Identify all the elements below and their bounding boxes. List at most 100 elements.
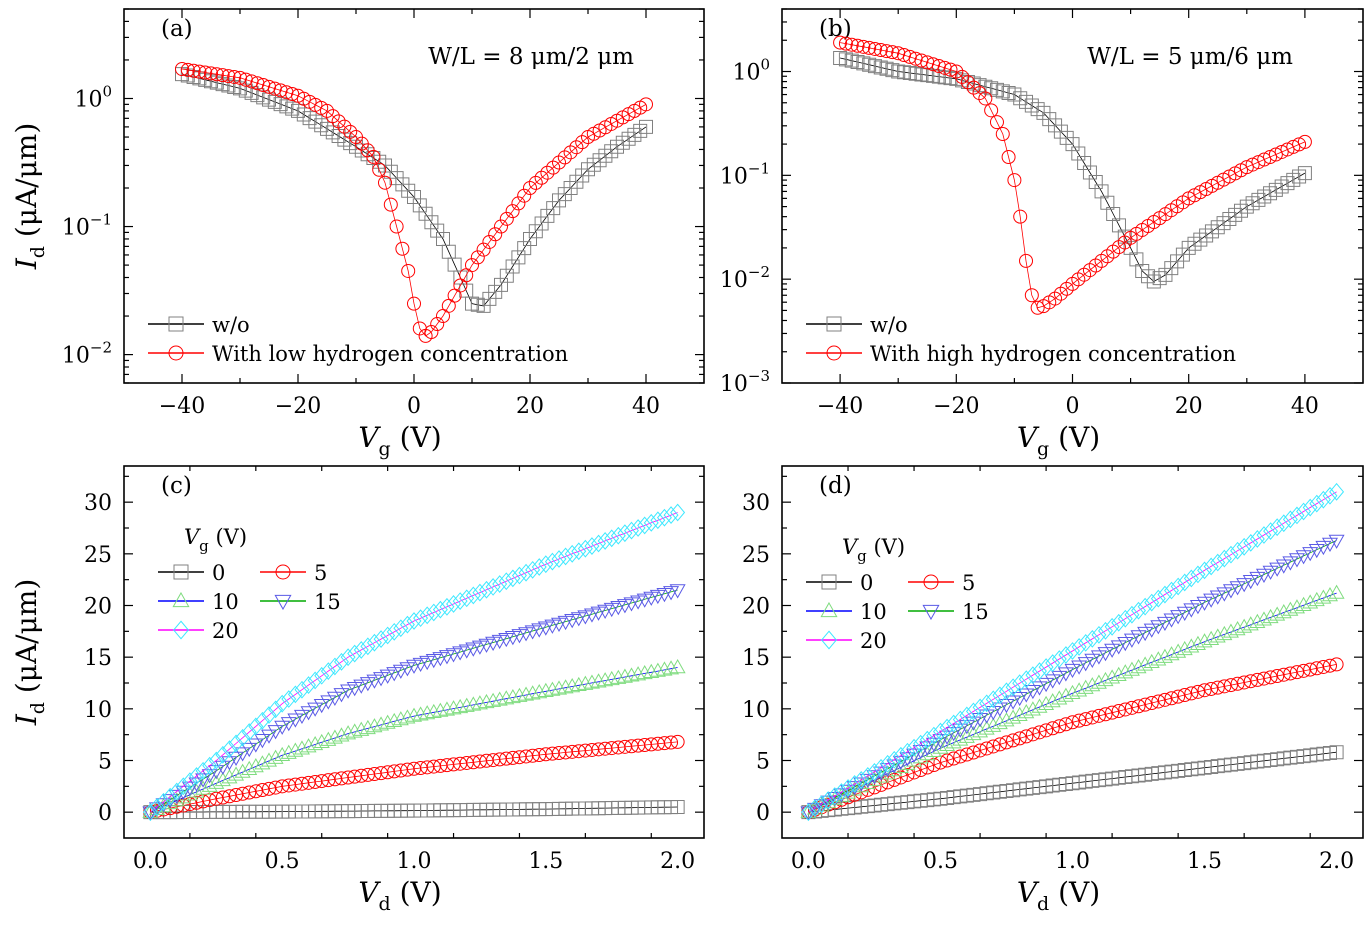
data-point [859,773,876,789]
data-point [986,785,1001,800]
data-point [1193,232,1208,247]
data-point [1204,681,1219,696]
data-point [383,197,398,212]
data-point [827,787,843,805]
data-point [1085,710,1100,725]
series-20 [142,503,686,822]
data-point [544,681,561,696]
data-point [347,644,363,663]
data-point [380,626,396,645]
data-point [636,664,653,680]
data-point [1038,658,1054,676]
data-point [946,714,962,733]
data-point [650,511,666,530]
data-point [1124,700,1139,715]
data-point [1289,665,1304,680]
data-point [1316,746,1331,761]
data-point [1296,502,1312,521]
data-point [873,758,889,777]
series-line [181,68,647,337]
data-point [254,755,271,770]
data-point [1309,661,1324,676]
data-point [511,250,526,265]
data-point [389,219,404,234]
data-point [1251,155,1266,170]
y-tick-label: 5 [98,750,112,775]
data-point [1170,254,1185,269]
data-point [1303,662,1318,677]
data-point [649,662,666,677]
data-point [1216,625,1233,641]
data-point [1018,704,1035,719]
data-point [229,788,244,803]
panel-c: 0.0 0.5 1.0 1.5 2.0 0 5 10 15 20 25 30 Vd (V) Id (μA/… [10,465,705,915]
data-point [984,81,999,96]
data-point [379,669,396,684]
data-point [406,612,422,630]
data-point [1013,209,1028,224]
legend-label: With low hydrogen concentration [212,342,568,366]
data-point [1239,199,1254,214]
data-point [359,719,376,735]
data-point [1052,719,1067,734]
data-point [1032,780,1047,795]
data-point [1011,706,1028,721]
y-tick-label: 15 [742,646,770,671]
data-point [1296,663,1311,678]
data-point [563,180,578,195]
data-point [887,796,902,811]
data-point [1216,587,1233,602]
y-tick-label: 15 [84,646,112,671]
data-point [1141,269,1156,284]
data-point [268,700,284,719]
data-point [979,786,994,801]
y-tick-label: 30 [84,491,112,516]
data-point [373,716,390,731]
data-point [307,702,324,717]
data-point [366,633,382,652]
data-point [1328,534,1345,549]
data-point [181,781,198,796]
data-point [518,686,535,701]
data-point [209,67,224,82]
data-point [985,690,1001,709]
y-tick-label: 0 [756,801,770,826]
x-tick-label: −20 [275,394,321,419]
data-point [241,723,257,741]
data-point [1230,541,1246,560]
data-point [1144,593,1160,612]
series-line [181,73,647,307]
data-point [1012,731,1027,746]
legend-marker [826,316,842,332]
data-point [992,686,1008,705]
data-point [337,119,352,134]
plot-frame [123,465,705,839]
data-point [524,685,541,700]
data-point [1143,623,1160,638]
data-point [943,71,958,86]
data-point [1204,224,1219,239]
data-point [472,583,488,602]
data-point [597,672,614,687]
data-point [505,259,520,274]
x-tick-label: 2.0 [1319,849,1354,874]
data-point [833,783,849,801]
data-point [643,513,659,532]
data-point [1289,749,1304,764]
x-tick-label: −40 [817,394,863,419]
data-point [866,762,882,781]
data-point [445,700,462,715]
data-point [242,785,257,800]
data-point [1143,653,1160,669]
data-point [597,532,613,550]
data-point [670,800,685,814]
data-point [1156,648,1173,663]
data-point [1292,169,1307,184]
data-point [1012,674,1028,693]
data-point [476,298,491,313]
data-point [603,670,620,686]
data-point [325,125,340,140]
x-tick-label: 1.5 [528,849,563,874]
data-point [814,795,830,814]
data-point [331,114,346,129]
